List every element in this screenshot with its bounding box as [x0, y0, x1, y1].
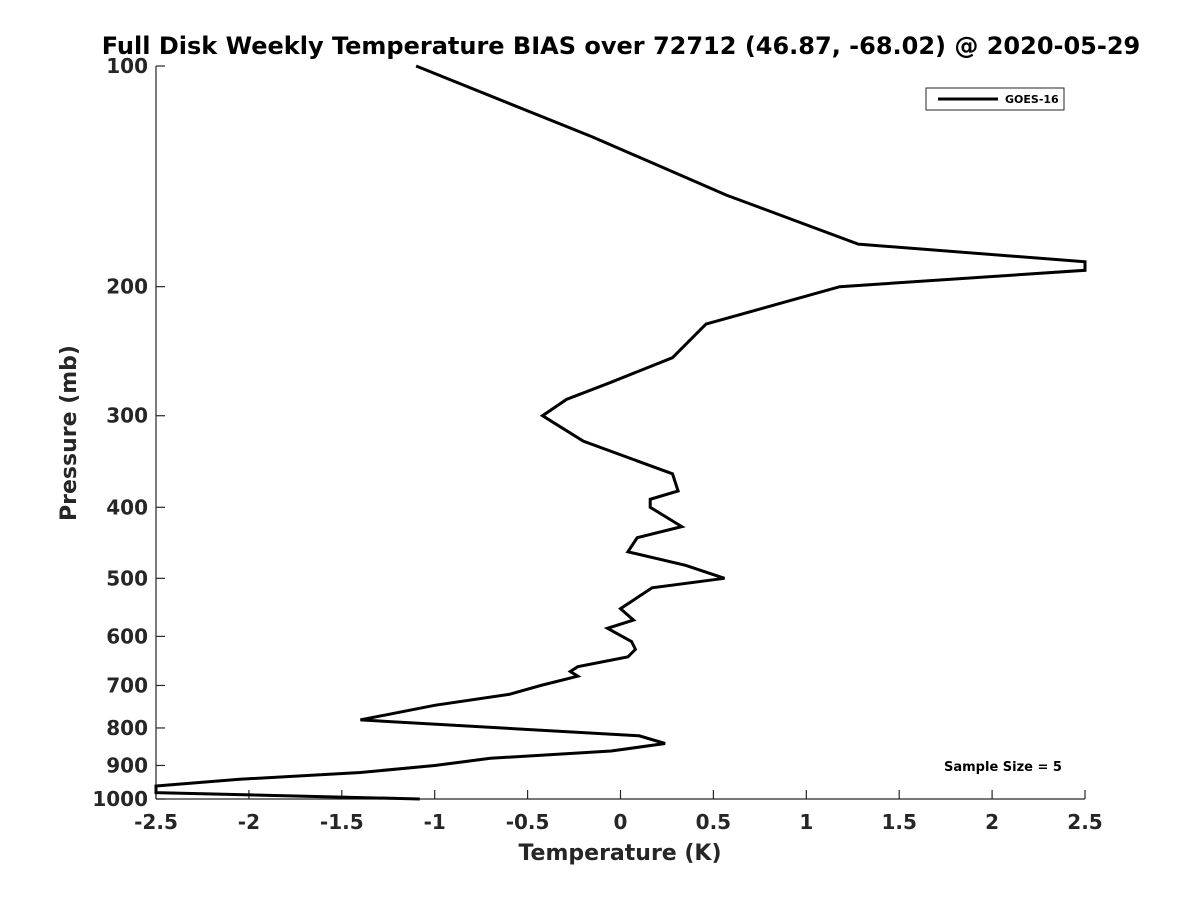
x-tick-label: 2 [985, 810, 999, 834]
y-tick-label: 400 [106, 495, 148, 519]
y-tick-label: 800 [106, 716, 148, 740]
x-tick-label: 0 [614, 810, 628, 834]
x-tick-label: -1.5 [320, 810, 364, 834]
x-tick-label: -0.5 [506, 810, 550, 834]
x-axis-label: Temperature (K) [518, 841, 721, 866]
y-tick-label: 100 [106, 54, 148, 78]
y-axis-label: Pressure (mb) [57, 345, 82, 521]
y-tick-label: 200 [106, 275, 148, 299]
x-tick-label: 1.5 [881, 810, 916, 834]
sample-size-annotation: Sample Size = 5 [944, 760, 1062, 775]
y-axis-ticks: 100 200 300 400 500 600 700 800 900 1000 [92, 54, 165, 811]
y-tick-label: 900 [106, 753, 148, 777]
chart-title: Full Disk Weekly Temperature BIAS over 7… [102, 32, 1141, 60]
x-tick-label: -2 [238, 810, 260, 834]
x-tick-label: 0.5 [696, 810, 731, 834]
y-tick-label: 600 [106, 624, 148, 648]
y-tick-label: 500 [106, 566, 148, 590]
series-line-goes-16 [154, 64, 1087, 801]
legend: GOES-16 [925, 87, 1065, 111]
y-tick-label: 1000 [92, 787, 148, 811]
y-tick-label: 700 [106, 673, 148, 697]
x-tick-label: -2.5 [134, 810, 178, 834]
x-tick-label: 1 [799, 810, 813, 834]
x-tick-label: -1 [424, 810, 446, 834]
x-axis-ticks: -2.5 -2 -1.5 -1 -0.5 0 0.5 1 1.5 2 2.5 [134, 790, 1103, 834]
y-tick-label: 300 [106, 404, 148, 428]
x-tick-label: 2.5 [1067, 810, 1102, 834]
legend-entry-goes-16: GOES-16 [1005, 93, 1059, 106]
